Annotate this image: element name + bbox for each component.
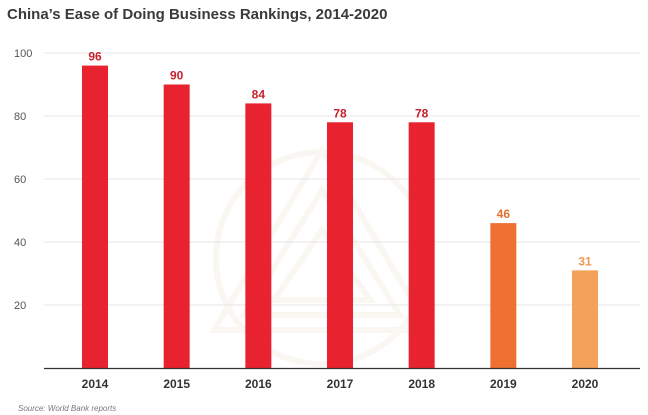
bars: [82, 65, 598, 369]
y-tick-label: 100: [14, 48, 32, 60]
y-tick-label: 40: [14, 237, 26, 249]
x-tick-label-2016: 2016: [245, 377, 272, 391]
bar-2017: [327, 122, 353, 368]
data-label-2016: 84: [252, 87, 266, 101]
y-axis: 20 40 60 80 100: [14, 48, 32, 312]
data-label-2017: 78: [333, 106, 347, 120]
source-note: Source: World Bank reports: [18, 404, 117, 413]
y-tick-label: 80: [14, 111, 26, 123]
data-labels: 96 90 84 78 78 46 31: [88, 50, 592, 269]
bar-2015: [163, 84, 190, 368]
data-label-2015: 90: [170, 69, 184, 83]
data-label-2019: 46: [497, 207, 511, 221]
data-label-2018: 78: [415, 106, 429, 120]
chart-title: China’s Ease of Doing Business Rankings,…: [7, 6, 388, 23]
data-label-2020: 31: [578, 254, 592, 268]
bar-2019: [490, 223, 517, 368]
x-tick-label-2017: 2017: [327, 377, 354, 391]
x-tick-label-2014: 2014: [82, 377, 109, 391]
bar-2016: [245, 103, 272, 369]
x-tick-label-2018: 2018: [408, 377, 435, 391]
x-axis: 2014 2015 2016 2017 2018 2019 2020: [44, 367, 640, 391]
x-tick-label-2020: 2020: [572, 377, 599, 391]
bar-2018: [408, 122, 435, 368]
x-tick-label-2015: 2015: [163, 377, 190, 391]
data-label-2014: 96: [88, 50, 102, 64]
y-tick-label: 60: [14, 174, 26, 186]
x-tick-label-2019: 2019: [490, 377, 517, 391]
bar-2014: [82, 65, 108, 368]
bar-2020: [572, 270, 598, 368]
y-tick-label: 20: [14, 300, 26, 312]
